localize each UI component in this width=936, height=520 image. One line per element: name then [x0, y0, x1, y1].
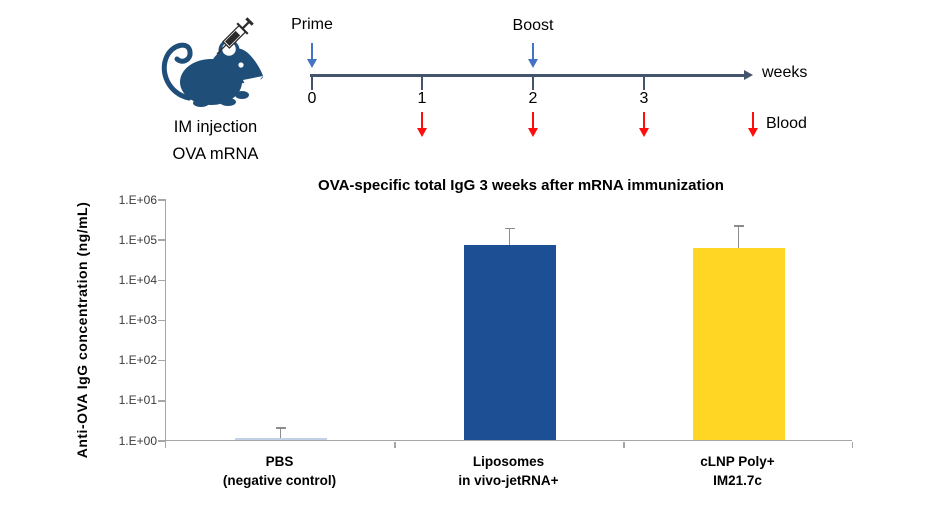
chart-title: OVA-specific total IgG 3 weeks after mRN… — [318, 177, 724, 194]
x-axis-tick-mark — [394, 441, 396, 448]
y-axis-tick-mark — [158, 239, 166, 241]
mouse-icon — [161, 17, 263, 107]
syringe-icon — [216, 17, 254, 55]
week-tick — [420, 74, 424, 90]
bar-pbs — [234, 438, 327, 440]
timeline-arrowhead-icon — [744, 69, 753, 80]
y-axis-tick-mark — [158, 359, 166, 362]
y-axis-tick-label: 1.E+02 — [118, 353, 157, 368]
x-axis-tick-mark — [164, 441, 166, 448]
week-tick-label: 1 — [417, 90, 427, 107]
boost-label: Boost — [512, 17, 554, 34]
y-axis-tick-label: 1.E+01 — [118, 393, 157, 408]
caption-line2: OVA mRNA — [172, 145, 259, 163]
y-axis-tick-label: 1.E+05 — [118, 232, 157, 247]
y-axis-tick-mark — [158, 319, 166, 322]
bar-liposomes — [463, 245, 556, 440]
y-axis-tick-label: 1.E+00 — [118, 433, 157, 448]
week-tick-label: 3 — [639, 90, 649, 107]
error-bar-cap — [504, 227, 515, 230]
blood-label: Blood — [766, 115, 807, 132]
y-axis-tick-labels: 1.E+06 1.E+05 1.E+04 1.E+03 1.E+02 1.E+01 1.E+… — [0, 193, 157, 448]
bar-group-liposomes — [463, 200, 556, 440]
week-tick — [310, 74, 314, 90]
y-axis-tick-mark — [158, 199, 166, 201]
caption-line1: IM injection — [173, 118, 258, 136]
bar-group-clnp — [692, 200, 785, 440]
error-bar-whisker — [508, 229, 511, 246]
y-axis-tick-mark — [158, 440, 166, 442]
y-axis-tick-mark — [158, 279, 166, 282]
y-axis-tick-label: 1.E+03 — [118, 313, 157, 327]
error-bar-whisker — [279, 428, 282, 438]
x-axis-tick-mark — [851, 441, 853, 448]
category-label-pbs: PBS (negative control) — [222, 454, 337, 488]
category-label-liposomes: Liposomes in vivo-jetRNA+ — [458, 454, 559, 488]
x-axis-tick-mark — [623, 441, 625, 448]
error-bar-whisker — [737, 227, 740, 249]
timeline-axis — [310, 73, 746, 77]
y-axis-tick-label: 1.E+04 — [118, 272, 157, 287]
week-tick — [642, 74, 646, 90]
error-bar-cap — [275, 427, 286, 429]
prime-label: Prime — [291, 16, 333, 33]
im-injection-caption: IM injection OVA mRNA — [128, 114, 303, 168]
weeks-label: weeks — [762, 64, 808, 81]
y-axis-tick-mark — [158, 400, 166, 402]
category-label-clnp: cLNP Poly+ IM21.7c — [700, 454, 775, 488]
plot-area — [158, 199, 853, 448]
week-tick-label: 0 — [307, 90, 317, 107]
error-bar-cap — [733, 225, 744, 228]
bar-group-pbs — [234, 200, 327, 440]
week-tick — [531, 74, 535, 90]
y-axis-tick-label: 1.E+06 — [118, 192, 157, 207]
week-tick-label: 2 — [528, 90, 538, 107]
bar-clnp — [692, 248, 785, 440]
